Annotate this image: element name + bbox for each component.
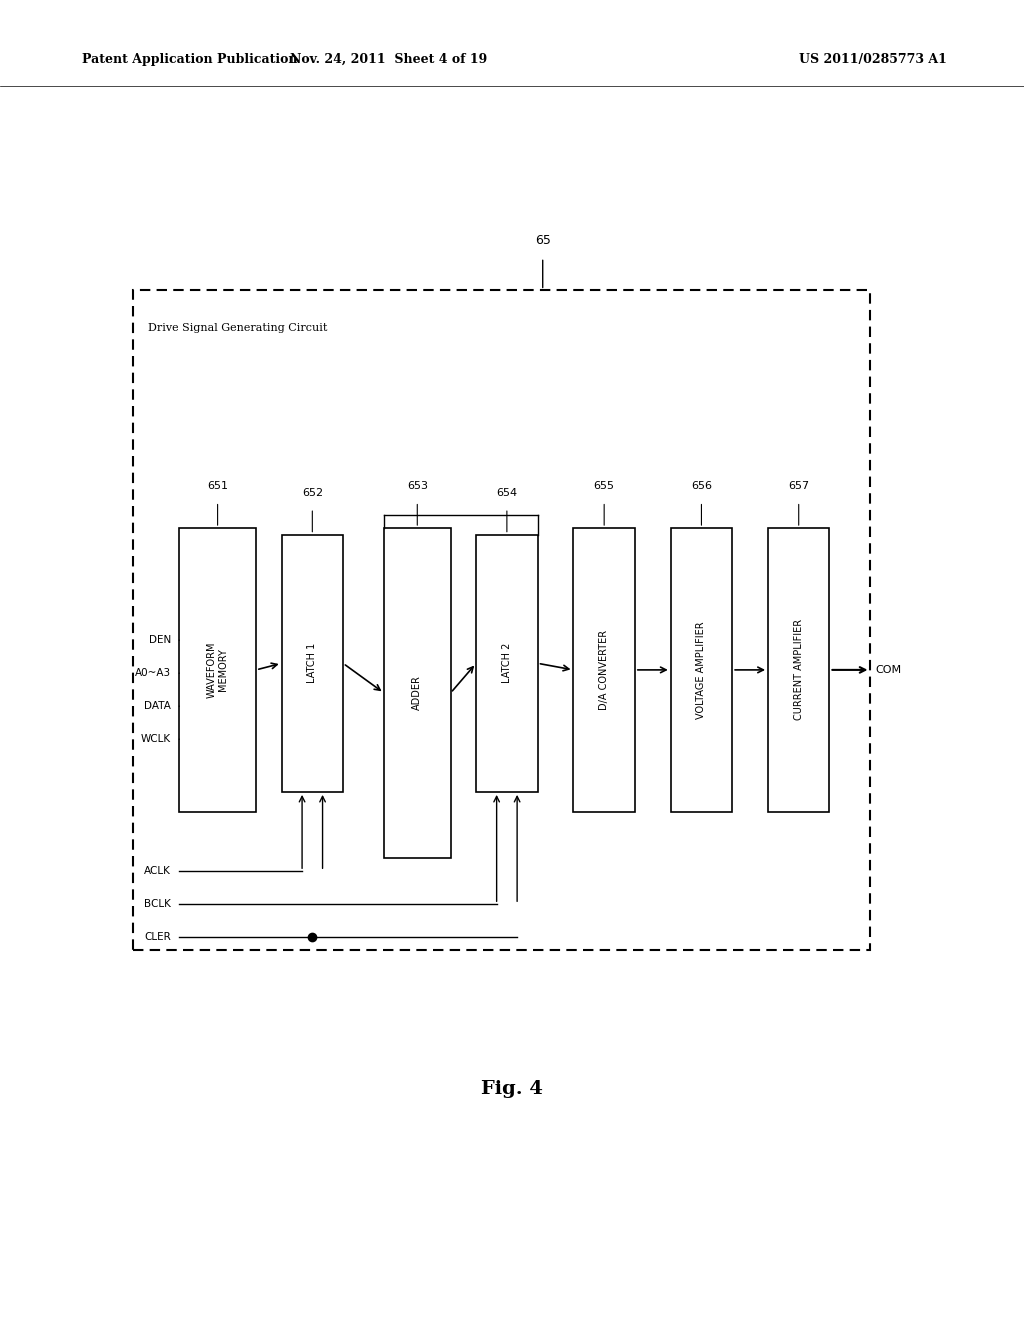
- Text: Nov. 24, 2011  Sheet 4 of 19: Nov. 24, 2011 Sheet 4 of 19: [291, 53, 487, 66]
- Text: WCLK: WCLK: [141, 734, 171, 744]
- Text: ACLK: ACLK: [144, 866, 171, 876]
- Text: A0~A3: A0~A3: [135, 668, 171, 678]
- Text: 657: 657: [788, 480, 809, 491]
- Text: VOLTAGE AMPLIFIER: VOLTAGE AMPLIFIER: [696, 622, 707, 718]
- FancyBboxPatch shape: [179, 528, 256, 812]
- Text: Drive Signal Generating Circuit: Drive Signal Generating Circuit: [148, 323, 328, 334]
- Text: CLER: CLER: [144, 932, 171, 942]
- Text: US 2011/0285773 A1: US 2011/0285773 A1: [799, 53, 946, 66]
- Text: DEN: DEN: [148, 635, 171, 645]
- Text: CURRENT AMPLIFIER: CURRENT AMPLIFIER: [794, 619, 804, 721]
- Text: 655: 655: [594, 480, 614, 491]
- Text: 653: 653: [407, 480, 428, 491]
- FancyBboxPatch shape: [282, 535, 343, 792]
- Text: 652: 652: [302, 487, 323, 498]
- Text: ADDER: ADDER: [413, 676, 422, 710]
- Text: 65: 65: [535, 234, 551, 247]
- FancyBboxPatch shape: [476, 535, 538, 792]
- Text: 651: 651: [207, 480, 228, 491]
- Text: 656: 656: [691, 480, 712, 491]
- FancyBboxPatch shape: [768, 528, 829, 812]
- Text: LATCH 1: LATCH 1: [307, 643, 317, 684]
- FancyBboxPatch shape: [133, 290, 870, 950]
- Text: D/A CONVERTER: D/A CONVERTER: [599, 630, 609, 710]
- FancyBboxPatch shape: [384, 528, 451, 858]
- FancyBboxPatch shape: [573, 528, 635, 812]
- Text: 654: 654: [497, 487, 517, 498]
- Text: WAVEFORM
MEMORY: WAVEFORM MEMORY: [207, 642, 228, 698]
- Text: Fig. 4: Fig. 4: [481, 1080, 543, 1098]
- Text: Patent Application Publication: Patent Application Publication: [82, 53, 297, 66]
- FancyBboxPatch shape: [671, 528, 732, 812]
- Text: LATCH 2: LATCH 2: [502, 643, 512, 684]
- Text: DATA: DATA: [144, 701, 171, 711]
- Text: COM: COM: [876, 665, 902, 675]
- Text: BCLK: BCLK: [144, 899, 171, 909]
